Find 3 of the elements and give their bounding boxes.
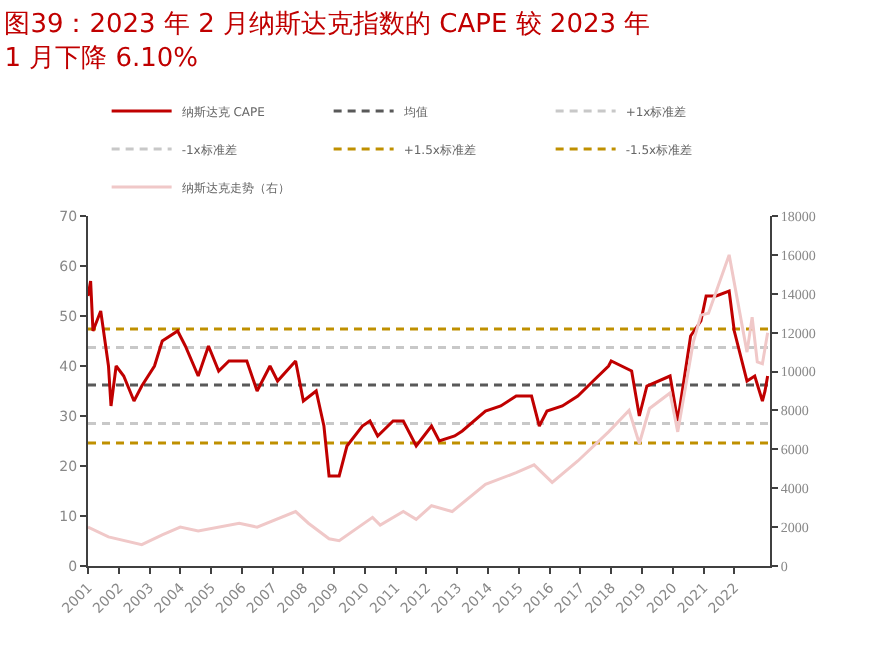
line-series — [88, 279, 770, 478]
chart-title: 图39：2023 年 2 月纳斯达克指数的 CAPE 较 2023 年 1 月下降 6.10% — [4, 10, 651, 75]
line-series — [88, 253, 770, 547]
